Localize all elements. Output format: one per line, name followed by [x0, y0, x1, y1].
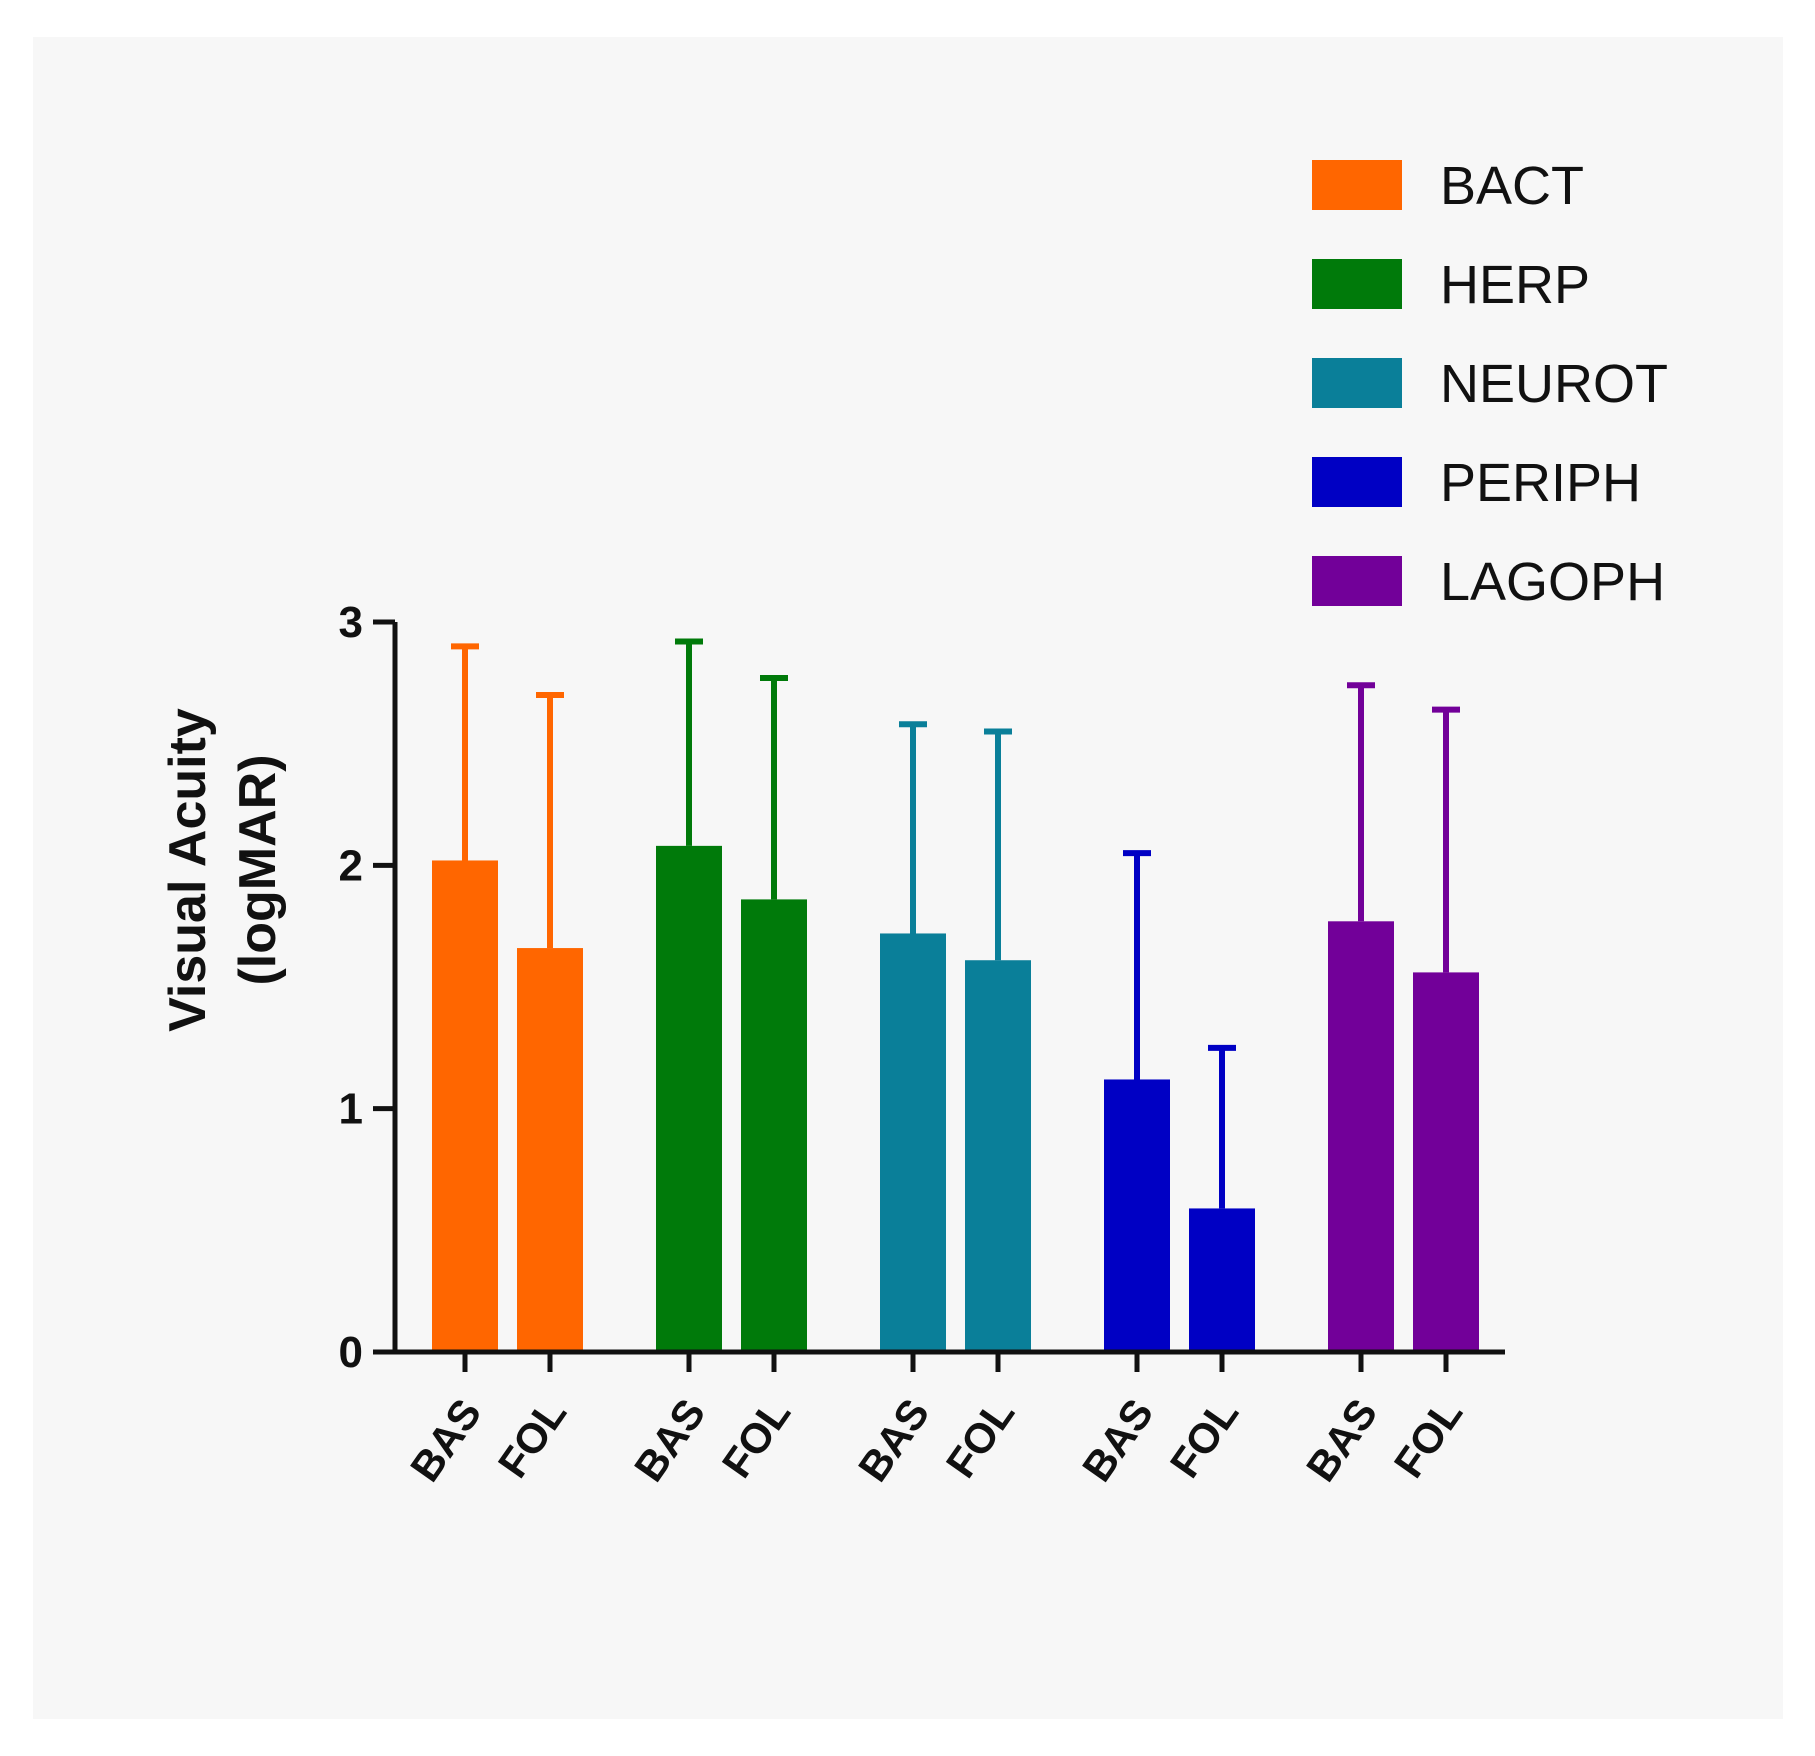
y-tick-label-3: 3 — [339, 598, 363, 647]
legend-label-lagoph: LAGOPH — [1440, 552, 1665, 612]
legend-swatch-herp — [1312, 259, 1402, 309]
bar-neurot-bas — [880, 933, 946, 1352]
legend-swatch-bact — [1312, 160, 1402, 210]
bar-lagoph-bas — [1328, 921, 1394, 1352]
bar-neurot-fol — [965, 960, 1031, 1352]
bar-lagoph-fol — [1413, 972, 1479, 1352]
bar-periph-bas — [1104, 1079, 1170, 1352]
bar-herp-bas — [656, 845, 722, 1352]
bar-herp-fol — [741, 899, 807, 1352]
legend-swatch-periph — [1312, 457, 1402, 507]
y-tick-label-1: 1 — [339, 1085, 363, 1134]
legend-label-herp: HERP — [1440, 255, 1590, 315]
y-axis-title-line-1: Visual Acuity — [159, 708, 217, 1032]
y-tick-label-2: 2 — [339, 841, 363, 890]
chart-background — [33, 37, 1783, 1719]
legend-swatch-neurot — [1312, 358, 1402, 408]
bar-bact-bas — [432, 860, 498, 1352]
bar-periph-fol — [1189, 1208, 1255, 1352]
legend-label-bact: BACT — [1440, 156, 1584, 216]
legend-label-neurot: NEUROT — [1440, 354, 1668, 414]
y-axis-title-line-2: (logMAR) — [229, 754, 287, 985]
bar-bact-fol — [517, 948, 583, 1352]
legend-label-periph: PERIPH — [1440, 453, 1641, 513]
legend: BACT HERP NEUROT PERIPH LAGOPH — [1312, 156, 1668, 612]
y-tick-label-0: 0 — [339, 1328, 363, 1377]
y-axis-title: Visual Acuity (logMAR) — [159, 708, 287, 1032]
legend-swatch-lagoph — [1312, 556, 1402, 606]
